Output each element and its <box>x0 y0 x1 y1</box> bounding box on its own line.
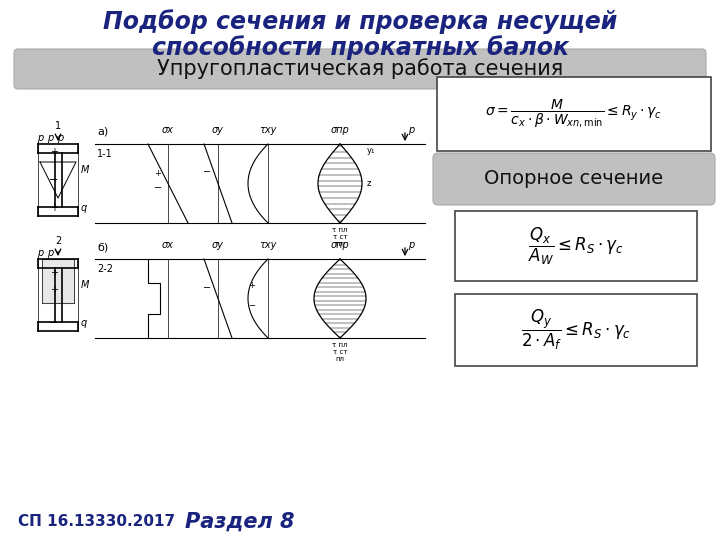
Text: р: р <box>408 125 414 135</box>
FancyBboxPatch shape <box>14 49 706 89</box>
Text: τху: τху <box>259 240 276 250</box>
Text: Опорное сечение: Опорное сечение <box>485 170 664 188</box>
Text: q: q <box>81 203 87 213</box>
Text: р: р <box>37 248 43 258</box>
Text: σу: σу <box>212 240 224 250</box>
Text: −: − <box>248 301 256 310</box>
Text: σх: σх <box>162 125 174 135</box>
Text: способности прокатных балок: способности прокатных балок <box>151 36 569 60</box>
Text: τ ст: τ ст <box>333 349 347 355</box>
Text: 1-1: 1-1 <box>97 149 113 159</box>
FancyBboxPatch shape <box>433 153 715 205</box>
Text: +: + <box>50 285 58 295</box>
Text: а): а) <box>97 127 108 137</box>
Text: р: р <box>47 248 53 258</box>
Text: р: р <box>47 133 53 143</box>
Text: σпр: σпр <box>330 240 349 250</box>
Text: −: − <box>154 184 162 193</box>
Text: +: + <box>50 203 58 213</box>
Text: +: + <box>248 281 256 291</box>
Text: 1: 1 <box>55 121 61 131</box>
Text: 2-2: 2-2 <box>97 264 113 274</box>
Text: Раздел 8: Раздел 8 <box>185 512 294 532</box>
Text: σх: σх <box>162 240 174 250</box>
FancyBboxPatch shape <box>455 294 697 366</box>
Text: τху: τху <box>259 125 276 135</box>
Text: $\dfrac{Q_y}{2 \cdot A_f} \leq R_S \cdot \gamma_c$: $\dfrac{Q_y}{2 \cdot A_f} \leq R_S \cdot… <box>521 308 631 352</box>
Text: б): б) <box>97 242 108 252</box>
Text: z: z <box>367 179 372 188</box>
Text: −: − <box>49 175 59 185</box>
Text: +: + <box>50 268 58 278</box>
Text: р: р <box>57 133 63 143</box>
Text: СП 16.13330.2017: СП 16.13330.2017 <box>18 515 175 530</box>
Text: y₁: y₁ <box>367 146 375 155</box>
Text: р: р <box>37 133 43 143</box>
FancyBboxPatch shape <box>455 211 697 281</box>
Text: τ ст: τ ст <box>333 234 347 240</box>
Text: $\sigma = \dfrac{M}{c_x \cdot \beta \cdot W_{xn,\min}} \leq R_y \cdot \gamma_c$: $\sigma = \dfrac{M}{c_x \cdot \beta \cdo… <box>485 98 662 130</box>
Text: q: q <box>81 318 87 328</box>
Text: Подбор сечения и проверка несущей: Подбор сечения и проверка несущей <box>103 10 617 35</box>
Text: −: − <box>49 318 59 328</box>
Text: M: M <box>81 165 89 175</box>
Text: пл: пл <box>336 356 344 362</box>
Text: −: − <box>203 282 211 293</box>
Text: −: − <box>203 167 211 178</box>
Text: M: M <box>81 280 89 290</box>
Text: +: + <box>50 147 58 157</box>
Text: +: + <box>155 168 161 178</box>
Text: пл: пл <box>336 241 344 247</box>
Text: р: р <box>408 240 414 250</box>
FancyBboxPatch shape <box>437 77 711 151</box>
Text: $\dfrac{Q_x}{A_W} \leq R_S \cdot \gamma_c$: $\dfrac{Q_x}{A_W} \leq R_S \cdot \gamma_… <box>528 225 624 267</box>
Text: τ пл: τ пл <box>332 342 348 348</box>
Text: τ пл: τ пл <box>332 227 348 233</box>
Text: Упругопластическая работа сечения: Упругопластическая работа сечения <box>157 58 563 79</box>
Text: σпр: σпр <box>330 125 349 135</box>
Text: σу: σу <box>212 125 224 135</box>
Text: 2: 2 <box>55 236 61 246</box>
